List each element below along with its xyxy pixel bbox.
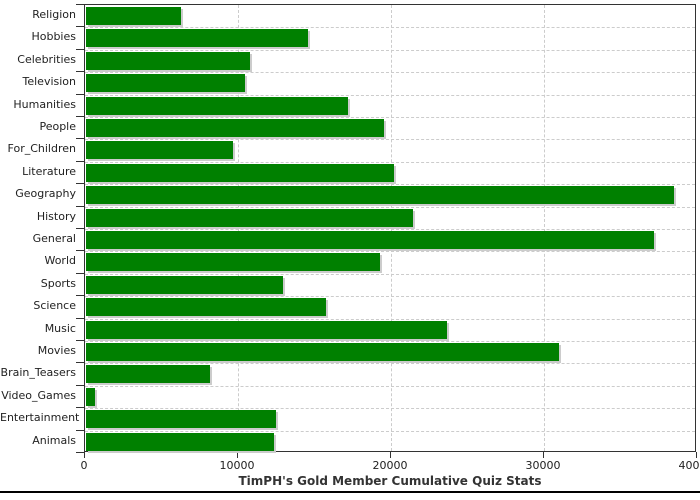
x-axis-tick-label: 10000 [219,459,255,472]
vertical-gridline [238,5,239,451]
y-axis-label: History [36,209,76,223]
y-axis-label: General [32,232,76,245]
y-axis-tick [76,272,84,274]
horizontal-gridline [85,229,695,230]
bar-People [86,119,385,137]
y-axis-tick [76,48,84,50]
y-axis-tick [76,183,84,185]
horizontal-gridline [85,49,695,51]
vertical-gridline [391,5,392,451]
x-axis-tick [543,452,544,458]
horizontal-gridline [85,408,695,410]
y-axis-tick [76,340,84,341]
y-axis-tick [76,429,84,431]
y-axis-tick [76,26,84,28]
x-axis-tick-label: 30000 [525,459,561,472]
y-axis-label: Geography [15,187,76,201]
bar-Religion [86,7,181,25]
bar-For_Children [86,141,233,160]
bar-Movies [86,343,559,361]
y-axis-label: Animals [32,433,76,447]
bottom-border-line [0,491,700,493]
bar-Music [86,320,448,339]
y-axis-tick [76,295,84,297]
x-axis-tick [237,452,238,458]
x-axis-tick [390,452,391,458]
y-axis-label: Entertainment [0,411,80,425]
y-axis-label: Movies [37,344,76,357]
y-axis-tick [76,4,84,5]
y-axis-label: For_Children [7,142,76,156]
horizontal-gridline [85,318,695,320]
horizontal-gridline [85,206,695,208]
y-axis-label: Literature [22,164,76,178]
bar-World [86,253,380,272]
vertical-gridline [544,5,545,451]
y-axis-label: Brain_Teasers [0,366,76,380]
y-axis-label: Sports [40,276,76,290]
x-axis-tick-label: 40000 [678,459,700,472]
horizontal-gridline [85,72,695,74]
y-axis-label: World [44,254,76,268]
y-axis-label: Science [33,299,76,313]
bar-Entertainment [86,410,276,429]
y-axis-label: Music [44,321,76,335]
x-axis-tick [696,452,697,458]
y-axis-tick [76,93,84,95]
horizontal-gridline [85,27,695,29]
horizontal-gridline [85,139,695,141]
bar-Video_Games [86,387,96,406]
bar-History [86,208,414,227]
bar-Geography [86,186,674,205]
y-axis-tick [76,452,84,453]
y-axis-tick [76,71,84,73]
y-axis-tick [76,407,84,409]
y-axis-tick [76,384,84,386]
horizontal-gridline [85,117,695,118]
horizontal-gridline [85,341,695,342]
horizontal-gridline [85,161,695,163]
bar-Television [86,74,246,93]
horizontal-gridline [85,296,695,298]
y-axis-label: Television [22,75,77,89]
x-axis-tick-label: 0 [80,459,88,472]
y-axis-label: Hobbies [31,30,76,44]
horizontal-gridline [85,251,695,253]
bar-Hobbies [86,29,308,48]
horizontal-gridline [85,94,695,96]
y-axis-tick [76,116,84,117]
bar-Celebrities [86,51,250,70]
bar-General [86,231,654,249]
y-axis-tick [76,138,84,140]
x-axis-tick-label: 20000 [372,459,408,472]
y-axis-tick [76,228,84,229]
horizontal-gridline [85,273,695,275]
bar-Brain_Teasers [86,365,210,384]
y-axis-tick [76,362,84,364]
bar-Sports [86,275,284,294]
horizontal-gridline [85,363,695,365]
bar-Humanities [86,96,348,115]
horizontal-gridline [85,430,695,432]
bar-Literature [86,163,394,182]
plot-area [84,4,696,452]
y-axis-tick [76,160,84,162]
y-axis-label: Celebrities [17,52,76,66]
y-axis-tick [76,205,84,207]
y-axis-tick [76,250,84,252]
y-axis-tick [76,317,84,319]
chart-title: TimPH's Gold Member Cumulative Quiz Stat… [238,474,542,488]
bar-Animals [86,432,275,451]
x-axis-tick [84,452,85,458]
horizontal-gridline [85,184,695,186]
bar-Science [86,298,327,317]
y-axis-label: People [39,120,76,133]
y-axis-label: Humanities [13,97,76,111]
horizontal-gridline [85,385,695,387]
y-axis-label: Religion [32,8,76,21]
y-axis-label: Video_Games [1,388,76,402]
